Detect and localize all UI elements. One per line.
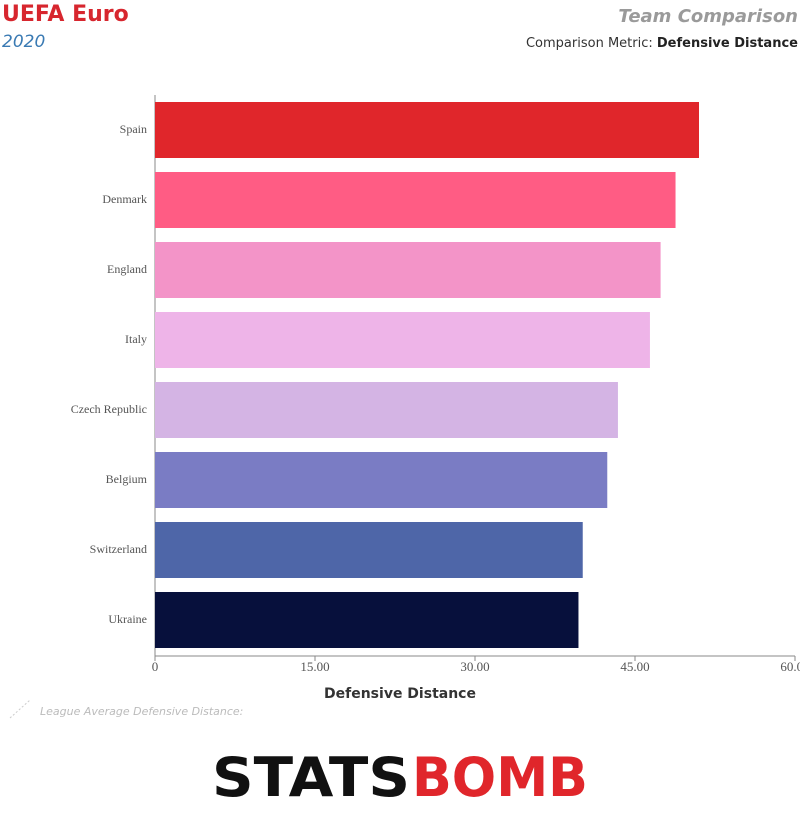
logo-left: STATS <box>212 746 410 809</box>
bar <box>155 522 583 578</box>
metric-value: Defensive Distance <box>656 36 798 51</box>
y-tick-label: Spain <box>120 122 147 136</box>
metric: Comparison Metric: Defensive Distance <box>526 36 798 51</box>
legend-icon <box>9 699 31 719</box>
bar <box>155 592 579 648</box>
y-tick-label: England <box>107 262 147 276</box>
legend-note: League Average Defensive Distance: <box>40 705 243 718</box>
bar <box>155 312 650 368</box>
bar <box>155 102 699 158</box>
subtitle: 2020 <box>2 32 46 52</box>
x-tick-label: 30.00 <box>460 659 489 674</box>
x-axis-label: Defensive Distance <box>324 686 476 702</box>
x-tick-label: 45.00 <box>620 659 649 674</box>
bar <box>155 242 661 298</box>
logo-right: BOMB <box>412 746 588 809</box>
y-tick-label: Belgium <box>106 472 148 486</box>
y-tick-label: Italy <box>125 332 147 346</box>
y-tick-label: Czech Republic <box>71 402 147 416</box>
bar <box>155 382 618 438</box>
y-tick-label: Switzerland <box>90 542 147 556</box>
metric-label: Comparison Metric: <box>525 36 653 51</box>
bar <box>155 452 608 508</box>
y-tick-label: Denmark <box>102 192 147 206</box>
x-tick-label: 15.00 <box>300 659 329 674</box>
title: UEFA Euro <box>2 2 129 27</box>
bar <box>155 172 676 228</box>
x-tick-label: 0 <box>152 659 159 674</box>
x-tick-label: 60.00 <box>780 659 800 674</box>
header-right: Team Comparison <box>618 6 798 27</box>
y-tick-label: Ukraine <box>108 612 147 626</box>
